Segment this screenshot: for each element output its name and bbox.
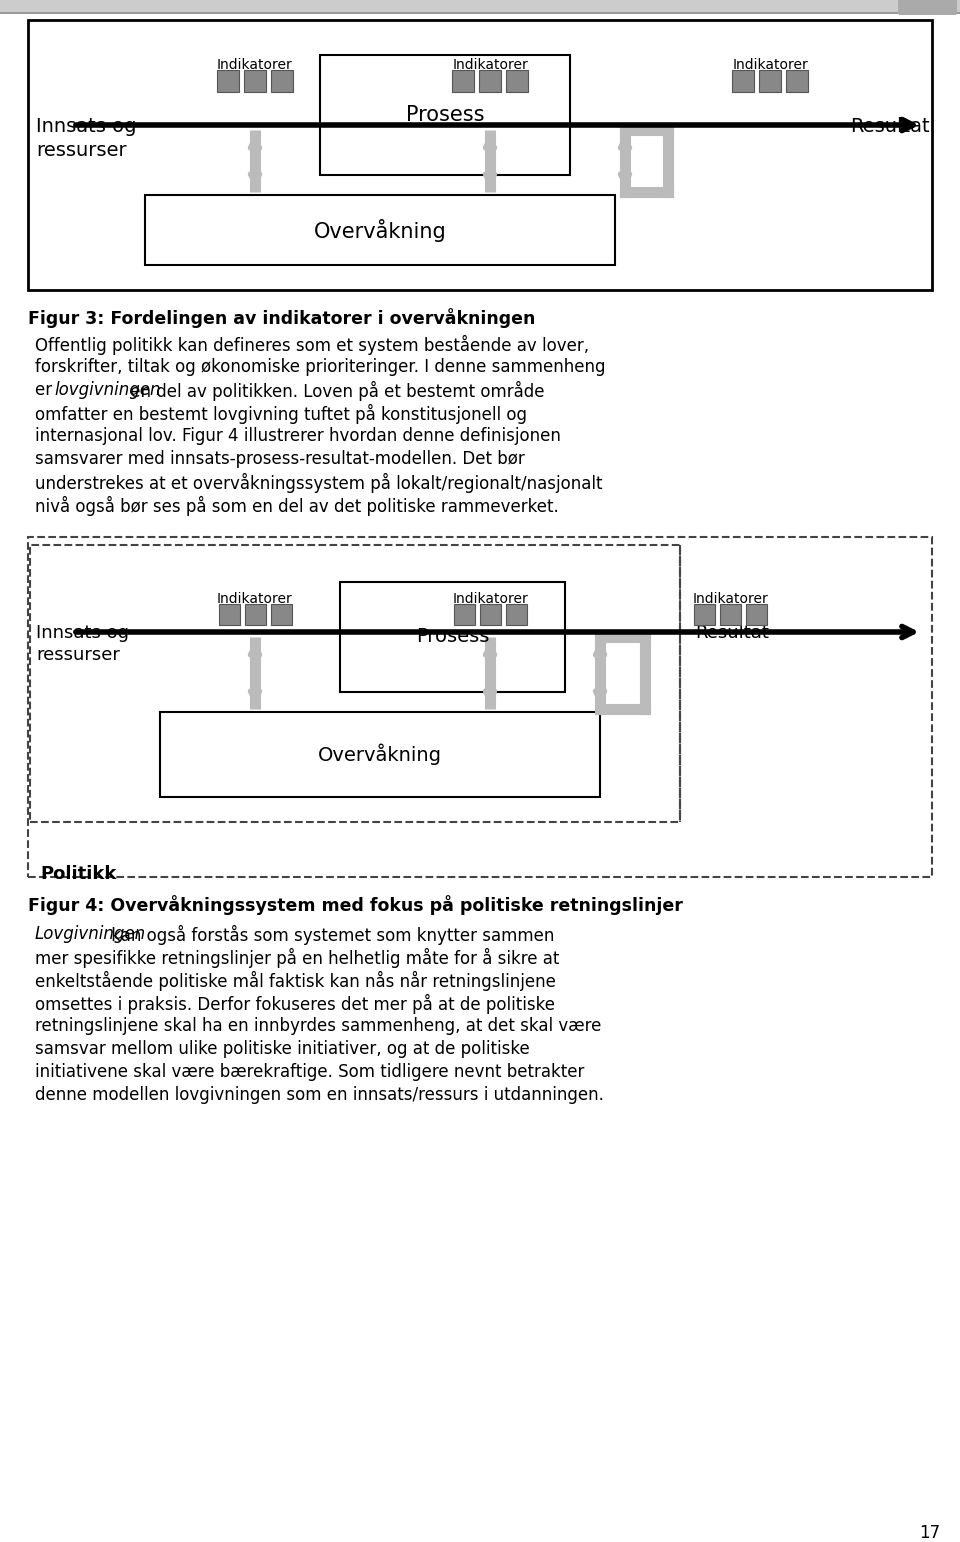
Bar (28, 20, 932, 290)
Text: internasjonal lov. Figur 4 illustrerer hvordan denne definisjonen: internasjonal lov. Figur 4 illustrerer h… (35, 427, 561, 446)
Bar (759, 69, 781, 93)
Text: forskrifter, tiltak og økonomiske prioriteringer. I denne sammenheng: forskrifter, tiltak og økonomiske priori… (35, 358, 606, 376)
Text: Indikatorer: Indikatorer (452, 592, 528, 606)
Text: Offentlig politikk kan defineres som et system bestående av lover,: Offentlig politikk kan defineres som et … (35, 335, 589, 355)
Bar (693, 604, 714, 625)
Text: retningslinjene skal ha en innbyrdes sammenheng, at det skal være: retningslinjene skal ha en innbyrdes sam… (35, 1018, 601, 1035)
Text: mer spesifikke retningslinjer på en helhetlig måte for å sikre at: mer spesifikke retningslinjer på en helh… (35, 948, 560, 968)
Bar (217, 69, 239, 93)
Bar (732, 69, 754, 93)
Text: Resultat: Resultat (695, 625, 769, 641)
Text: Indikatorer: Indikatorer (732, 59, 808, 72)
Text: Figur 3: Fordelingen av indikatorer i overvåkningen: Figur 3: Fordelingen av indikatorer i ov… (28, 308, 536, 328)
Text: Indikatorer: Indikatorer (217, 59, 293, 72)
Text: omsettes i praksis. Derfor fokuseres det mer på at de politiske: omsettes i praksis. Derfor fokuseres det… (35, 995, 555, 1015)
Text: understrekes at et overvåkningssystem på lokalt/regionalt/nasjonalt: understrekes at et overvåkningssystem på… (35, 473, 603, 493)
Bar (479, 604, 500, 625)
Text: Indikatorer: Indikatorer (692, 592, 768, 606)
Text: samsvar mellom ulike politiske initiativer, og at de politiske: samsvar mellom ulike politiske initiativ… (35, 1039, 530, 1058)
Text: Lovgivningen: Lovgivningen (35, 925, 146, 944)
Text: initiativene skal være bærekraftige. Som tidligere nevnt betrakter: initiativene skal være bærekraftige. Som… (35, 1062, 585, 1081)
Text: er: er (35, 381, 58, 399)
Bar (271, 69, 293, 93)
Bar (320, 56, 570, 174)
Bar (271, 604, 292, 625)
Text: enkeltstående politiske mål faktisk kan nås når retningslinjene: enkeltstående politiske mål faktisk kan … (35, 971, 556, 992)
Text: samsvarer med innsats-prosess-resultat-modellen. Det bør: samsvarer med innsats-prosess-resultat-m… (35, 450, 525, 469)
Text: Indikatorer: Indikatorer (217, 592, 293, 606)
Bar (245, 604, 266, 625)
FancyBboxPatch shape (898, 0, 957, 15)
Text: omfatter en bestemt lovgivning tuftet på konstitusjonell og: omfatter en bestemt lovgivning tuftet på… (35, 404, 527, 424)
Bar (453, 604, 474, 625)
Text: Innsats og
ressurser: Innsats og ressurser (36, 625, 129, 665)
Bar (506, 69, 528, 93)
Bar (30, 544, 680, 822)
Text: Figur 4: Overvåkningssystem med fokus på politiske retningslinjer: Figur 4: Overvåkningssystem med fokus på… (28, 894, 683, 914)
Bar (160, 712, 600, 797)
Text: denne modellen lovgivningen som en innsats/ressurs i utdanningen.: denne modellen lovgivningen som en innsa… (35, 1086, 604, 1104)
Text: Resultat: Resultat (850, 117, 929, 136)
Text: Prosess: Prosess (416, 628, 490, 646)
Bar (244, 69, 266, 93)
Bar (786, 69, 808, 93)
Text: Innsats og
ressurser: Innsats og ressurser (36, 117, 136, 159)
Bar (506, 604, 526, 625)
Bar (452, 69, 474, 93)
Text: Prosess: Prosess (406, 105, 484, 125)
Text: Politikk: Politikk (40, 865, 116, 884)
Text: Overvåkning: Overvåkning (318, 743, 442, 765)
Bar (0, 0, 960, 12)
Bar (719, 604, 740, 625)
Bar (479, 69, 501, 93)
Bar (746, 604, 766, 625)
Text: nivå også bør ses på som en del av det politiske rammeverket.: nivå også bør ses på som en del av det p… (35, 497, 559, 517)
Text: Overvåkning: Overvåkning (314, 219, 446, 242)
Text: kan også forstås som systemet som knytter sammen: kan også forstås som systemet som knytte… (106, 925, 554, 945)
Bar (219, 604, 239, 625)
Bar (0, 12, 960, 14)
Bar (28, 537, 932, 877)
Text: Indikatorer: Indikatorer (452, 59, 528, 72)
Bar (145, 194, 615, 265)
Bar (340, 581, 565, 692)
Text: en del av politikken. Loven på et bestemt område: en del av politikken. Loven på et bestem… (126, 381, 544, 401)
Text: lovgivningen: lovgivningen (55, 381, 161, 399)
Text: 17: 17 (920, 1523, 941, 1542)
